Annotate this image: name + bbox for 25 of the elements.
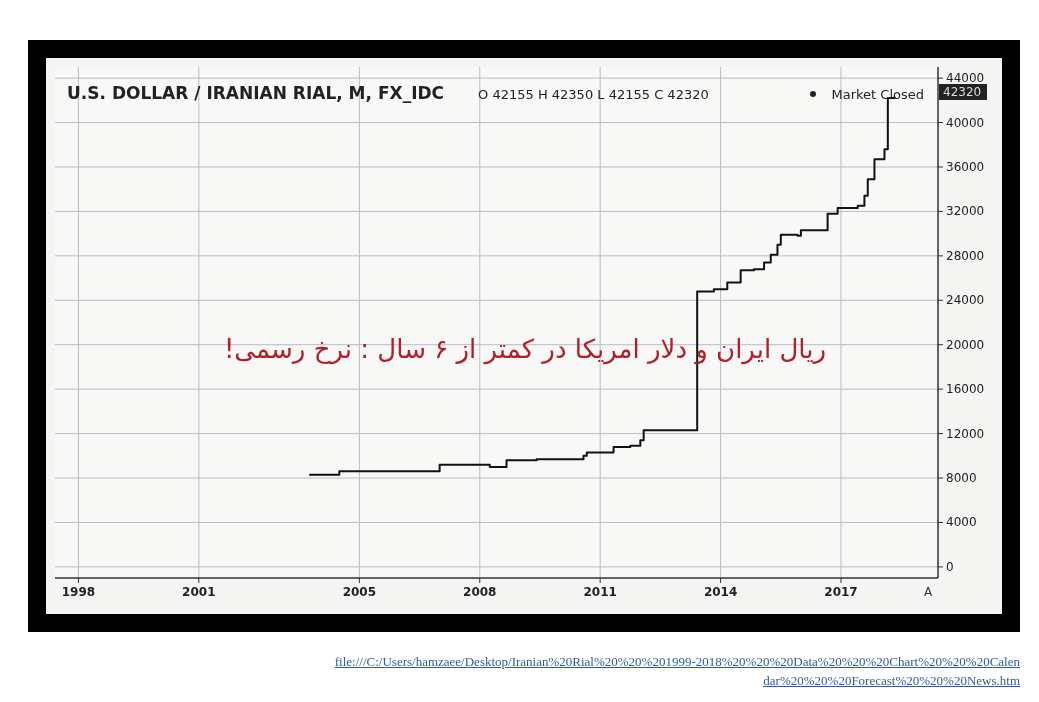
text: A bbox=[923, 585, 933, 599]
text: U.S. DOLLAR / IRANIAN RIAL, M, FX_IDC bbox=[67, 83, 445, 103]
x-tick-label: 2008 bbox=[463, 585, 497, 599]
text: file:///C:/Users/hamzaee/Desktop/Iranian%20Rial%20%20%201999-2018%20%20%20Data%20%20%20Chart%20%20%20Calendar%20%20%20Forecast%20%20%20News.htm bbox=[333, 653, 1020, 690]
y-tick-label: 24000 bbox=[946, 293, 985, 308]
y-tick-label: 16000 bbox=[946, 382, 985, 397]
y-tick-label: 8000 bbox=[946, 471, 977, 486]
y-tick-label: 0 bbox=[946, 559, 954, 574]
x-tick-label: 2017 bbox=[824, 585, 858, 599]
x-tick-label: 2001 bbox=[182, 585, 216, 599]
x-tick-label: 2014 bbox=[703, 585, 738, 599]
text: 42320 bbox=[943, 85, 982, 99]
y-tick-label: 36000 bbox=[946, 159, 985, 174]
x-tick-label: 2011 bbox=[583, 585, 617, 599]
y-tick-label: 20000 bbox=[946, 337, 985, 352]
text: O 42155 H 42350 L 42155 C 42320 bbox=[478, 87, 709, 102]
y-tick-label: 44000 bbox=[946, 71, 985, 86]
y-tick-label: 40000 bbox=[946, 115, 985, 130]
y-tick-label: 28000 bbox=[946, 248, 985, 263]
y-tick-label: 12000 bbox=[946, 426, 985, 441]
x-tick-label: 2005 bbox=[342, 585, 377, 599]
y-tick-label: 32000 bbox=[946, 204, 985, 219]
x-tick-label: 1998 bbox=[61, 585, 96, 599]
annotation: Market Closed bbox=[831, 87, 924, 102]
y-tick-label: 4000 bbox=[946, 515, 977, 530]
